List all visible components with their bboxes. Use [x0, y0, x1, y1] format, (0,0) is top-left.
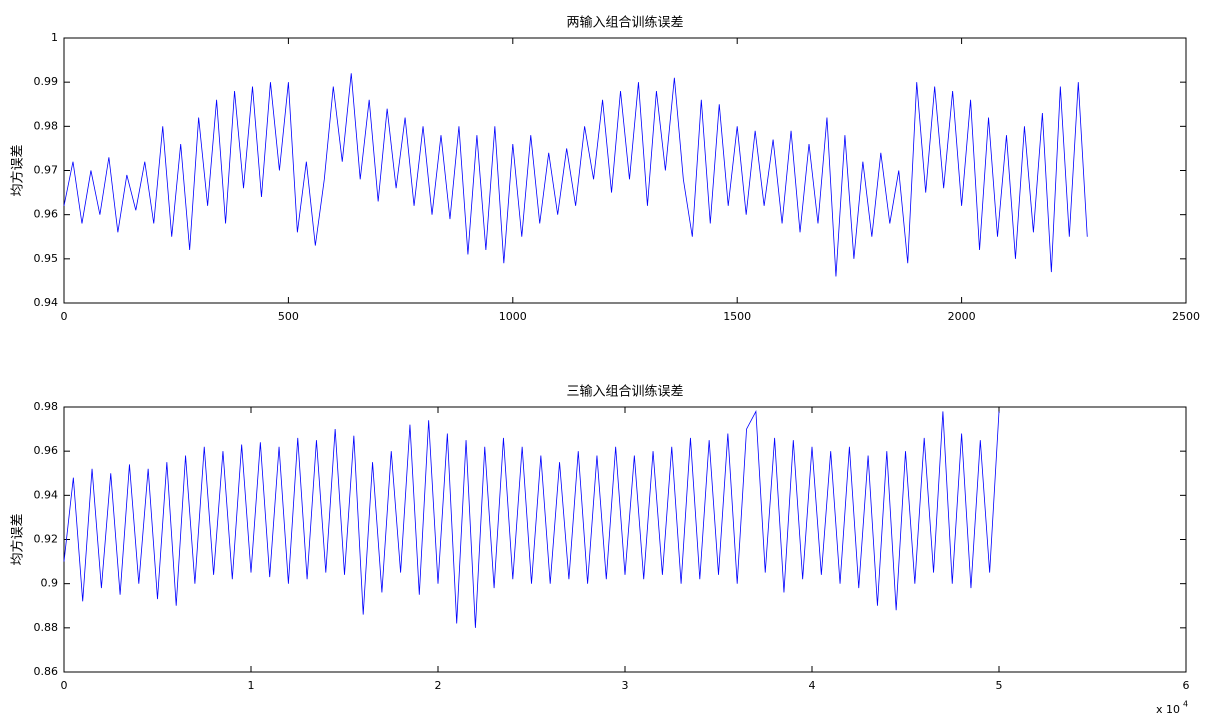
y-tick-label: 0.86 — [34, 665, 59, 678]
chart-title: 三输入组合训练误差 — [566, 384, 683, 400]
y-tick-label: 0.97 — [34, 164, 59, 177]
axes-box — [63, 37, 1187, 304]
y-tick-label: 0.95 — [34, 252, 59, 265]
y-tick-label: 0.96 — [34, 208, 59, 221]
y-axis-label: 均方误差 — [10, 513, 26, 565]
chart-title: 两输入组合训练误差 — [566, 15, 683, 31]
y-tick-label: 0.96 — [34, 444, 59, 457]
x-tick-label: 0 — [61, 310, 68, 323]
y-tick-label: 0.92 — [34, 533, 59, 546]
y-tick-label: 0.98 — [34, 119, 59, 132]
x-tick-label: 4 — [809, 679, 816, 692]
x-tick-label: 2500 — [1172, 310, 1200, 323]
x-tick-label: 3 — [622, 679, 629, 692]
x-multiplier: x 10 — [1156, 703, 1180, 716]
y-tick-label: 0.94 — [34, 296, 59, 309]
y-tick-label: 0.94 — [34, 488, 59, 501]
data-line — [63, 409, 1000, 628]
x-tick-label: 6 — [1183, 679, 1190, 692]
axes-box — [63, 406, 1187, 673]
y-axis-label: 均方误差 — [10, 144, 26, 196]
y-tick-label: 0.9 — [41, 577, 59, 590]
x-tick-label: 1 — [248, 679, 255, 692]
y-tick-label: 0.98 — [34, 400, 59, 413]
x-tick-label: 500 — [278, 310, 299, 323]
x-tick-label: 2000 — [948, 310, 976, 323]
x-tick-label: 0 — [61, 679, 68, 692]
y-tick-label: 0.99 — [34, 75, 59, 88]
x-tick-label: 1000 — [499, 310, 527, 323]
x-multiplier-exp: 4 — [1183, 700, 1188, 709]
x-tick-label: 5 — [996, 679, 1003, 692]
data-line — [63, 73, 1088, 277]
x-tick-label: 2 — [435, 679, 442, 692]
y-tick-label: 1 — [51, 31, 58, 44]
y-tick-label: 0.88 — [34, 621, 59, 634]
x-tick-label: 1500 — [723, 310, 751, 323]
